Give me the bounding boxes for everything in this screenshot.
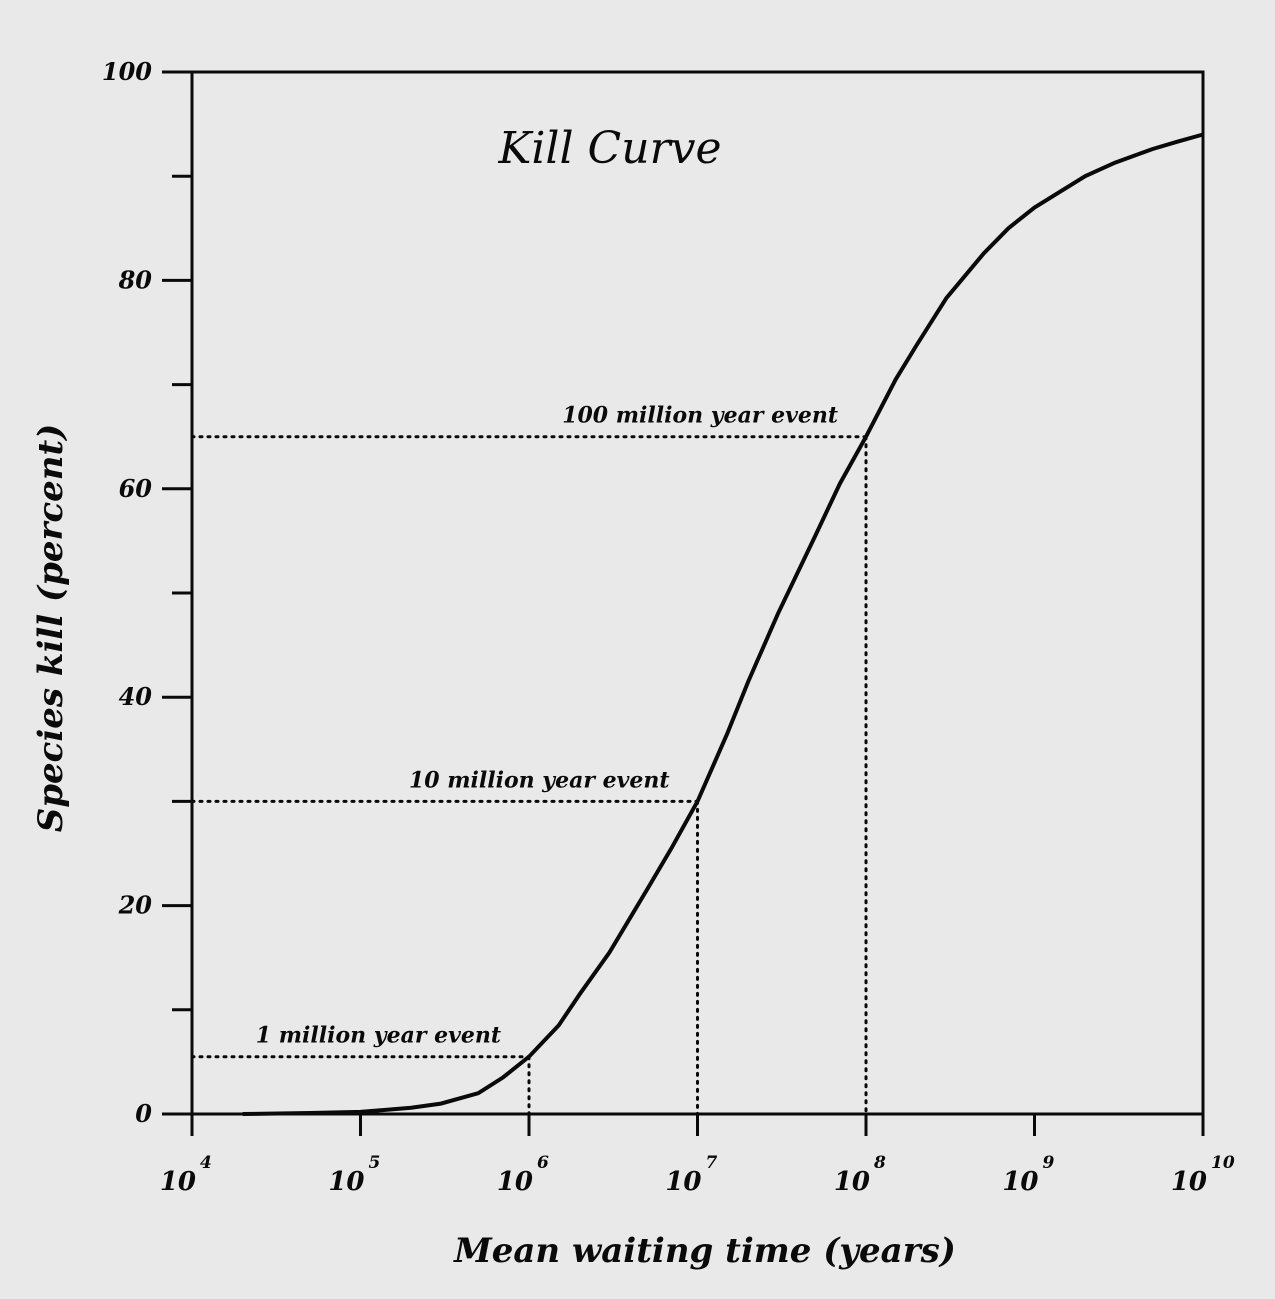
annotation-label: 10 million year event	[409, 767, 670, 793]
x-tick-exponent: 9	[1043, 1153, 1055, 1173]
x-axis-label: Mean waiting time (years)	[453, 1231, 956, 1271]
plot-frame	[190, 70, 1205, 1116]
x-tick-exponent: 6	[537, 1153, 549, 1173]
annotation-label: 100 million year event	[562, 403, 838, 429]
y-axis-label: Species kill (percent)	[31, 424, 71, 833]
y-tick-label: 80	[118, 265, 153, 294]
x-tick-label: 10	[1002, 1167, 1038, 1197]
x-tick-exponent: 10	[1211, 1153, 1235, 1173]
chart-title: Kill Curve	[497, 123, 721, 174]
kill-curve-line	[242, 132, 1204, 1116]
y-tick-label: 0	[135, 1099, 152, 1128]
y-tick-label: 100	[102, 57, 152, 86]
y-tick-label: 40	[119, 682, 153, 711]
x-tick-label: 10	[1171, 1167, 1207, 1197]
y-tick-label: 60	[119, 474, 153, 503]
x-tick-label: 10	[497, 1167, 533, 1197]
x-tick-exponent: 5	[369, 1153, 381, 1173]
x-tick-exponent: 8	[873, 1153, 886, 1173]
annotations: 1 million year event 10 million year even…	[256, 403, 838, 1049]
y-axis-ticks: 0 20 40 60 80 100	[102, 57, 192, 1128]
x-tick-label: 10	[834, 1167, 870, 1197]
x-tick-exponent: 4	[200, 1153, 212, 1173]
x-tick-exponent: 7	[706, 1153, 718, 1173]
guide-lines	[190, 435, 868, 1116]
y-tick-label: 20	[118, 891, 153, 920]
x-tick-label: 10	[328, 1167, 364, 1197]
x-tick-label: 10	[160, 1167, 196, 1197]
x-tick-label: 10	[665, 1167, 701, 1197]
annotation-label: 1 million year event	[256, 1023, 501, 1049]
